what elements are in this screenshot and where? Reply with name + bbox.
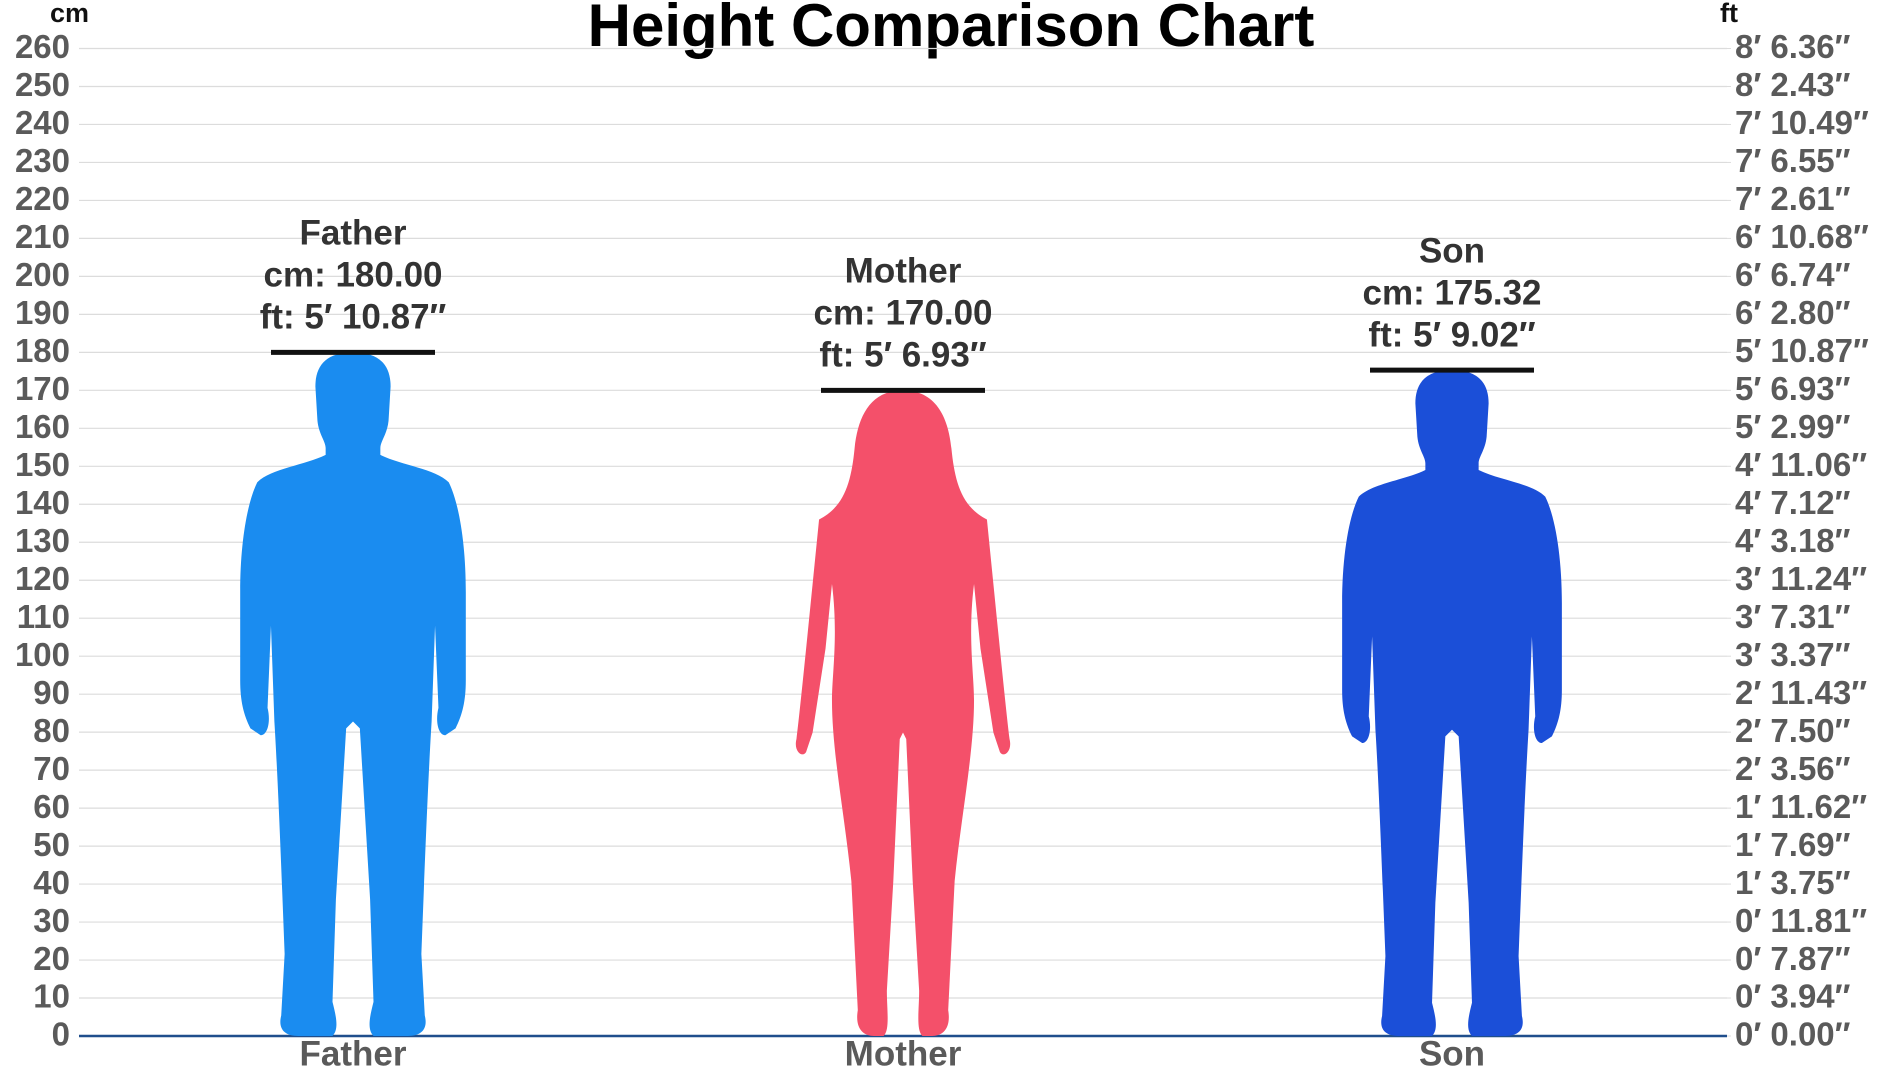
y2-tick-label: 1′ 11.62″ [1735, 788, 1867, 825]
y2-tick-label: 4′ 11.06″ [1735, 446, 1867, 483]
y-tick-label: 60 [33, 788, 70, 825]
y-tick-label: 50 [33, 826, 70, 863]
figure-name: Son [1419, 231, 1485, 270]
y-tick-label: 110 [17, 598, 70, 635]
figure-ft-label: ft: 5′ 6.93″ [819, 336, 986, 375]
x-tick-label: Father [300, 1034, 407, 1073]
y-tick-label: 170 [15, 370, 70, 407]
y-tick-label: 180 [15, 332, 70, 369]
y-tick-label: 30 [33, 902, 70, 939]
y-tick-label: 140 [15, 484, 70, 521]
y2-tick-label: 8′ 2.43″ [1735, 66, 1851, 103]
y2-tick-label: 5′ 6.93″ [1735, 370, 1851, 407]
y-tick-label: 80 [33, 712, 70, 749]
y2-tick-label: 3′ 7.31″ [1735, 598, 1851, 635]
y2-tick-label: 2′ 11.43″ [1735, 674, 1867, 711]
y2-tick-label: 2′ 7.50″ [1735, 712, 1851, 749]
y-tick-label: 70 [33, 750, 70, 787]
y-tick-label: 190 [15, 294, 70, 331]
figure-name: Mother [845, 252, 962, 291]
y-tick-label: 260 [15, 28, 70, 65]
y-tick-label: 240 [15, 104, 70, 141]
y2-tick-label: 4′ 3.18″ [1735, 522, 1851, 559]
y2-tick-label: 7′ 6.55″ [1735, 142, 1851, 179]
figure-silhouette [240, 352, 466, 1036]
figure-silhouette [1342, 370, 1562, 1036]
y-tick-label: 150 [15, 446, 70, 483]
y-tick-label: 120 [15, 560, 70, 597]
y-tick-label: 0 [52, 1016, 70, 1053]
y2-tick-label: 0′ 7.87″ [1735, 940, 1851, 977]
y-tick-label: 90 [33, 674, 70, 711]
y2-tick-label: 1′ 3.75″ [1735, 864, 1851, 901]
y2-tick-label: 6′ 10.68″ [1735, 218, 1869, 255]
chart-title: Height Comparison Chart [588, 0, 1315, 59]
y-tick-label: 230 [15, 142, 70, 179]
y2-tick-label: 3′ 3.37″ [1735, 636, 1851, 673]
y2-tick-label: 8′ 6.36″ [1735, 28, 1851, 65]
y2-tick-label: 6′ 6.74″ [1735, 256, 1851, 293]
figure-ft-label: ft: 5′ 9.02″ [1368, 315, 1535, 354]
y2-tick-label: 1′ 7.69″ [1735, 826, 1851, 863]
y-axis-label: cm [50, 0, 89, 28]
y2-tick-label: 3′ 11.24″ [1735, 560, 1867, 597]
y-tick-label: 40 [33, 864, 70, 901]
y-tick-label: 20 [33, 940, 70, 977]
y-tick-label: 10 [33, 978, 70, 1015]
y2-axis-label: ft [1720, 0, 1738, 28]
figure-ft-label: ft: 5′ 10.87″ [260, 298, 447, 337]
x-tick-label: Mother [845, 1034, 962, 1073]
figure-cm-label: cm: 180.00 [263, 256, 442, 295]
y2-tick-label: 5′ 10.87″ [1735, 332, 1869, 369]
y2-tick-label: 0′ 11.81″ [1735, 902, 1867, 939]
y-tick-label: 160 [15, 408, 70, 445]
y2-tick-label: 0′ 0.00″ [1735, 1016, 1851, 1053]
y-tick-label: 130 [15, 522, 70, 559]
y2-tick-label: 2′ 3.56″ [1735, 750, 1851, 787]
y2-tick-label: 4′ 7.12″ [1735, 484, 1851, 521]
figure-cm-label: cm: 175.32 [1362, 273, 1541, 312]
x-tick-label: Son [1419, 1034, 1485, 1073]
y-tick-label: 200 [15, 256, 70, 293]
figure-cm-label: cm: 170.00 [813, 294, 992, 333]
y2-tick-label: 7′ 10.49″ [1735, 104, 1869, 141]
y-tick-label: 100 [15, 636, 70, 673]
y2-tick-label: 0′ 3.94″ [1735, 978, 1851, 1015]
y-tick-label: 250 [15, 66, 70, 103]
y-tick-label: 220 [15, 180, 70, 217]
figure-silhouette [795, 390, 1011, 1037]
y-tick-label: 210 [15, 218, 70, 255]
figure-name: Father [300, 214, 407, 253]
y2-tick-label: 7′ 2.61″ [1735, 180, 1851, 217]
y2-tick-label: 6′ 2.80″ [1735, 294, 1851, 331]
y2-tick-label: 5′ 2.99″ [1735, 408, 1851, 445]
